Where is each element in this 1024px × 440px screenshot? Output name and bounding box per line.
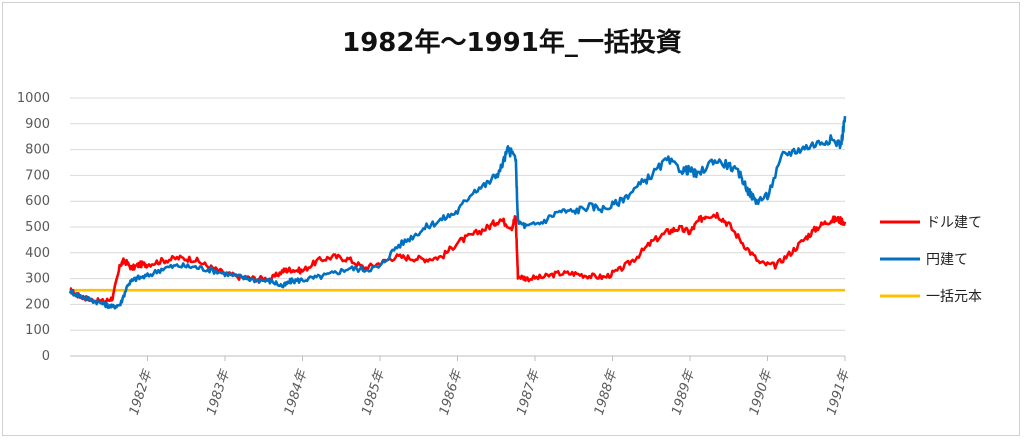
y-tick-label: 200: [25, 297, 50, 312]
y-tick-label: 400: [25, 246, 50, 261]
x-tick-label: 1982年: [127, 367, 156, 417]
chart-title: 1982年～1991年_一括投資: [342, 28, 682, 58]
y-tick-label: 500: [25, 220, 50, 235]
x-tick-label: 1990年: [747, 367, 776, 417]
legend-label: 一括元本: [926, 289, 982, 305]
y-tick-label: 300: [25, 272, 50, 287]
y-tick-label: 700: [25, 168, 50, 183]
x-tick-label: 1986年: [437, 367, 466, 417]
y-tick-label: 800: [25, 143, 50, 158]
x-tick-label: 1989年: [669, 367, 698, 417]
y-tick-label: 1000: [17, 91, 50, 106]
x-tick-label: 1987年: [514, 367, 543, 417]
legend-label: ドル建て: [926, 215, 982, 231]
x-axis-ticks: 1982年 1983年 1984年 1985年 1986年 1987年 1988年 1989年…: [127, 356, 853, 417]
legend-label: 円建て: [926, 252, 968, 268]
gridlines: [70, 97, 845, 357]
x-tick-label: 1991年: [824, 367, 853, 417]
series-line-0: [69, 211, 847, 305]
y-tick-label: 0: [42, 349, 50, 364]
x-tick-label: 1983年: [204, 367, 233, 417]
y-tick-label: 900: [25, 117, 50, 132]
y-tick-label: 100: [25, 323, 50, 338]
y-axis-ticks: 0 100 200 300 400 500 600 700 800 900 1000: [17, 91, 50, 364]
x-tick-label: 1985年: [359, 367, 388, 417]
y-tick-label: 600: [25, 194, 50, 209]
x-tick-label: 1984年: [282, 367, 311, 417]
series-line-1: [68, 116, 847, 310]
series-lines: [68, 116, 847, 310]
x-tick-label: 1988年: [592, 367, 621, 417]
